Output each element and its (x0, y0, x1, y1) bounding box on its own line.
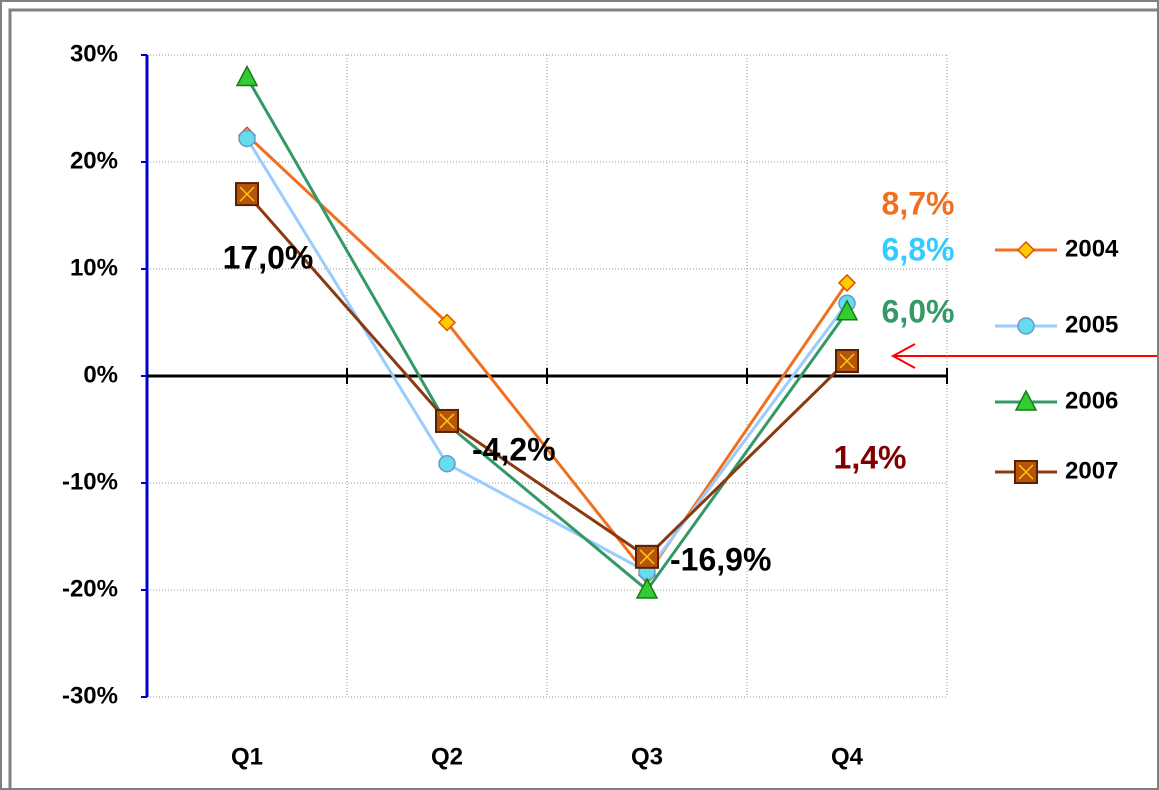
series-line (245, 76, 849, 593)
y-tick-label: -30% (62, 682, 118, 709)
series-line (245, 137, 849, 574)
legend-marker (1017, 317, 1035, 335)
marker (238, 129, 256, 148)
data-label: 17,0% (223, 239, 314, 275)
marker-cross (439, 413, 455, 429)
y-tick-label: 0% (83, 361, 118, 388)
legend-label: 2005 (1065, 311, 1118, 338)
marker (437, 313, 457, 332)
y-tick-label: 20% (70, 147, 118, 174)
marker (837, 273, 857, 292)
legend-label: 2004 (1065, 235, 1119, 262)
x-tick-label: Q4 (831, 743, 864, 770)
marker (635, 577, 659, 599)
x-tick-label: Q2 (431, 743, 463, 770)
x-tick-label: Q1 (231, 743, 263, 770)
arrow-head (890, 343, 916, 369)
marker-cross (239, 186, 255, 202)
marker (438, 454, 456, 473)
series-line (245, 193, 849, 559)
series-line (245, 134, 849, 578)
legend-marker (1014, 389, 1038, 411)
data-label: 8,7% (882, 185, 955, 221)
legend-marker (1016, 240, 1036, 260)
legend-marker-cross (1018, 464, 1034, 480)
data-label: -4,2% (472, 431, 556, 467)
legend-label: 2007 (1065, 457, 1118, 484)
data-label: 6,0% (882, 293, 955, 329)
marker-cross (839, 353, 855, 369)
data-label: 6,8% (882, 231, 955, 267)
y-tick-label: -10% (62, 468, 118, 495)
data-label: 1,4% (834, 439, 907, 475)
y-tick-label: 30% (70, 40, 118, 67)
marker (835, 299, 859, 321)
marker-cross (639, 549, 655, 565)
legend-label: 2006 (1065, 387, 1118, 414)
y-tick-label: 10% (70, 254, 118, 281)
x-tick-label: Q3 (631, 743, 663, 770)
inner-frame (8, 8, 1159, 790)
y-tick-label: -20% (62, 575, 118, 602)
data-label: -16,9% (670, 541, 771, 577)
marker (235, 64, 259, 87)
